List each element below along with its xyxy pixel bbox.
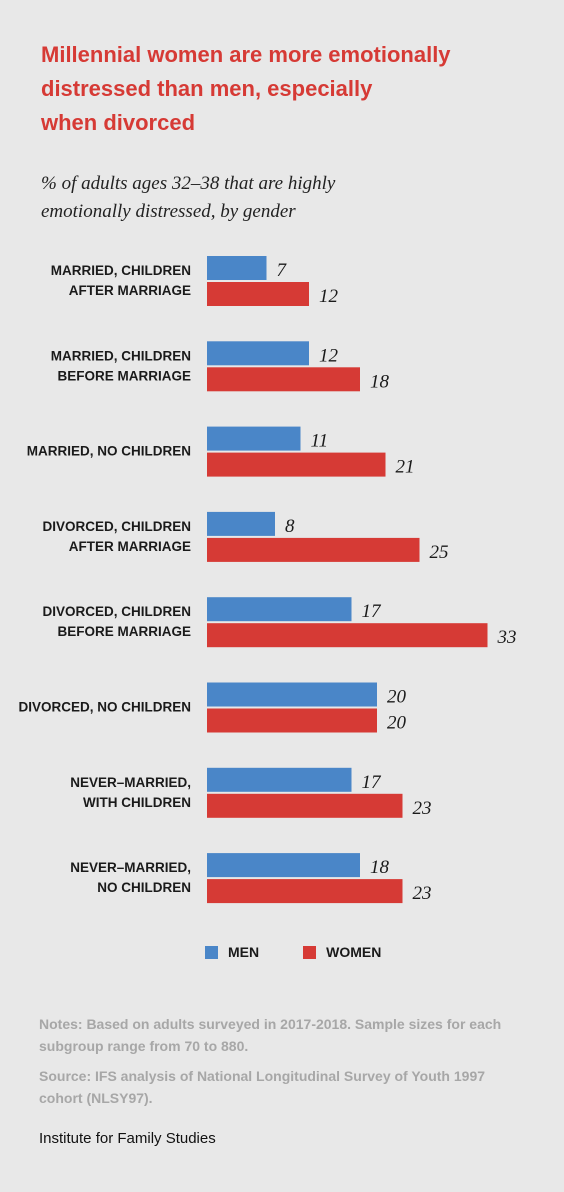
category-label: DIVORCED, NO CHILDREN xyxy=(18,700,191,715)
bar-chart: MARRIED, CHILDREN AFTER MARRIAGE 7 12 MARRIE… xyxy=(18,256,517,904)
value-label-men: 17 xyxy=(362,772,383,793)
legend-item-women: WOMEN xyxy=(303,944,381,960)
bar-women xyxy=(207,537,420,562)
bar-women xyxy=(207,367,360,392)
title-line: when divorced xyxy=(41,110,196,135)
value-label-men: 12 xyxy=(319,345,339,366)
subtitle-line: emotionally distressed, by gender xyxy=(41,201,296,222)
category-label: MARRIED, NO CHILDREN xyxy=(27,444,191,459)
value-label-women: 23 xyxy=(413,883,432,904)
value-label-men: 8 xyxy=(285,516,295,537)
legend-label-women: WOMEN xyxy=(326,944,382,960)
notes-text: Notes: Based on adults surveyed in 2017-… xyxy=(39,1016,502,1054)
legend-label-men: MEN xyxy=(228,944,260,960)
bar-women xyxy=(207,793,403,818)
legend-item-men: MEN xyxy=(205,944,259,960)
value-label-women: 21 xyxy=(396,457,415,478)
bar-men xyxy=(207,597,352,622)
chart-title: Millennial women are more emotionally di… xyxy=(41,38,521,140)
bar-men xyxy=(207,767,352,792)
title-line: distressed than men, especially xyxy=(41,76,373,101)
title-line: Millennial women are more emotionally xyxy=(41,42,451,67)
value-label-men: 7 xyxy=(277,260,288,281)
value-label-women: 25 xyxy=(430,542,449,563)
category-label: NEVER–MARRIED, NO CHILDREN xyxy=(70,860,191,895)
value-label-women: 23 xyxy=(413,798,432,819)
bar-men xyxy=(207,682,377,707)
value-label-men: 20 xyxy=(387,687,407,708)
bar-women xyxy=(207,282,309,306)
value-label-women: 20 xyxy=(387,713,407,734)
category-label: DIVORCED, CHILDREN BEFORE MARRIAGE xyxy=(42,604,191,639)
legend-swatch-women xyxy=(303,945,317,959)
value-label-men: 11 xyxy=(311,431,329,452)
bar-women xyxy=(207,708,377,733)
bar-women xyxy=(207,879,403,904)
value-label-men: 18 xyxy=(370,857,390,878)
notes: Notes: Based on adults surveyed in 2017-… xyxy=(39,1013,509,1117)
legend: MEN WOMEN xyxy=(205,940,425,964)
category-label: MARRIED, CHILDREN AFTER MARRIAGE xyxy=(51,263,191,298)
value-label-women: 18 xyxy=(370,371,390,392)
category-label: NEVER–MARRIED, WITH CHILDREN xyxy=(70,775,191,810)
bar-men xyxy=(207,426,301,451)
bar-men xyxy=(207,511,275,536)
value-label-women: 33 xyxy=(497,627,517,648)
bar-men xyxy=(207,341,309,366)
category-label: MARRIED, CHILDREN BEFORE MARRIAGE xyxy=(51,348,191,383)
bar-women xyxy=(207,623,488,648)
source-text: Source: IFS analysis of National Longitu… xyxy=(39,1068,486,1106)
chart-subtitle: % of adults ages 32–38 that are highly e… xyxy=(41,170,481,226)
bar-men xyxy=(207,853,360,878)
value-label-women: 12 xyxy=(319,286,339,307)
legend-swatch-men xyxy=(205,945,218,959)
footer-credit: Institute for Family Studies xyxy=(39,1130,216,1147)
bar-men xyxy=(207,256,267,280)
bar-women xyxy=(207,452,386,477)
value-label-men: 17 xyxy=(362,601,383,622)
category-label: DIVORCED, CHILDREN AFTER MARRIAGE xyxy=(42,519,191,554)
subtitle-line: % of adults ages 32–38 that are highly xyxy=(41,173,336,194)
